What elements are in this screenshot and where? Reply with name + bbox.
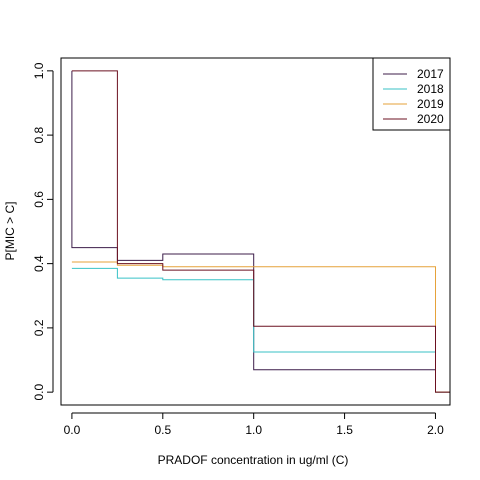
legend-label-2018: 2018 <box>417 82 444 96</box>
x-axis-title: PRADOF concentration in ug/ml (C) <box>158 453 349 467</box>
legend-label-2020: 2020 <box>417 112 444 126</box>
y-tick-label: 0.8 <box>32 126 46 143</box>
y-tick-label: 0.2 <box>32 319 46 336</box>
x-tick-label: 0.5 <box>154 423 171 437</box>
legend-label-2017: 2017 <box>417 67 444 81</box>
y-tick-label: 0.4 <box>32 255 46 272</box>
y-tick-label: 1.0 <box>32 62 46 79</box>
y-tick-label: 0.6 <box>32 191 46 208</box>
x-tick-label: 2.0 <box>427 423 444 437</box>
series-line-2020 <box>71 70 450 393</box>
legend-box <box>372 57 451 131</box>
y-tick-label: 0.0 <box>32 383 46 400</box>
series-line-2018 <box>71 267 450 393</box>
x-tick-label: 1.5 <box>336 423 353 437</box>
y-axis-title: P[MIC > C] <box>3 201 17 260</box>
plot-frame <box>60 57 451 406</box>
legend-label-2019: 2019 <box>417 97 444 111</box>
series-line-2019 <box>71 261 450 393</box>
x-tick-label: 0.0 <box>64 423 81 437</box>
x-tick-label: 1.0 <box>245 423 262 437</box>
